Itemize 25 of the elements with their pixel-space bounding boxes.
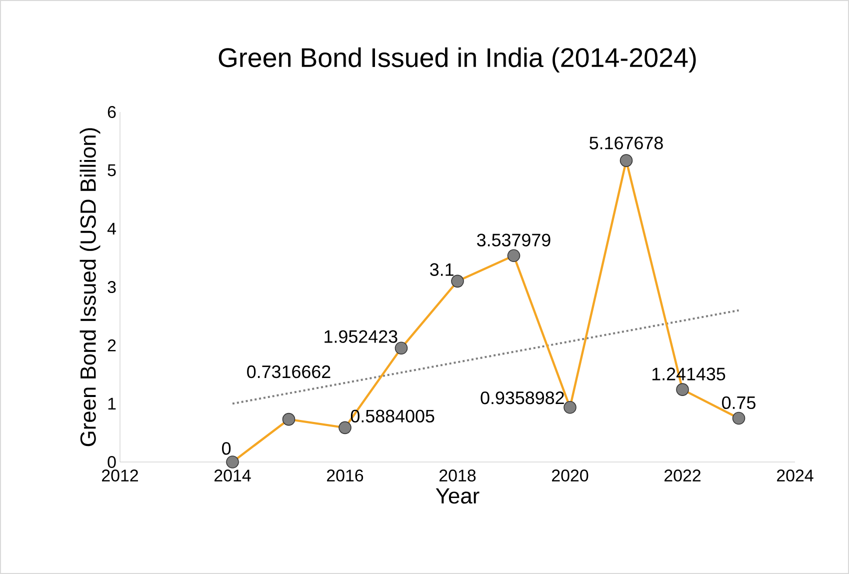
data-label: 5.167678 [590, 136, 663, 150]
data-label: 0 [222, 442, 231, 455]
y-tick-label: 6 [108, 106, 116, 118]
data-label: 0.9358982 [480, 392, 564, 404]
data-label: 0.75 [722, 396, 756, 410]
data-label: 3.537979 [477, 234, 550, 246]
data-label: 3.1 [430, 263, 454, 276]
x-tick-label: 2016 [327, 470, 364, 482]
chart-title: Green Bond Issued in India (2014-2024) [218, 47, 696, 73]
x-tick-label: 2024 [777, 470, 814, 482]
x-tick-label: 2022 [664, 470, 700, 482]
data-label: 0.7316662 [247, 365, 330, 378]
y-tick-label: 1 [108, 398, 116, 410]
x-axis-title: Year [436, 488, 480, 504]
x-tick-label: 2018 [440, 470, 476, 482]
y-tick-label: 2 [108, 339, 116, 352]
y-tick-label: 5 [108, 164, 116, 176]
x-tick-label: 2020 [552, 470, 588, 482]
y-tick-label: 3 [108, 281, 116, 293]
y-tick-label: 0 [108, 456, 116, 468]
y-axis-title: Green Bond Issued (USD Billion) [80, 128, 100, 446]
data-label: 1.952423 [324, 330, 398, 343]
x-tick-label: 2012 [102, 470, 138, 482]
x-tick-label: 2014 [214, 470, 251, 482]
y-tick-label: 4 [107, 222, 116, 234]
